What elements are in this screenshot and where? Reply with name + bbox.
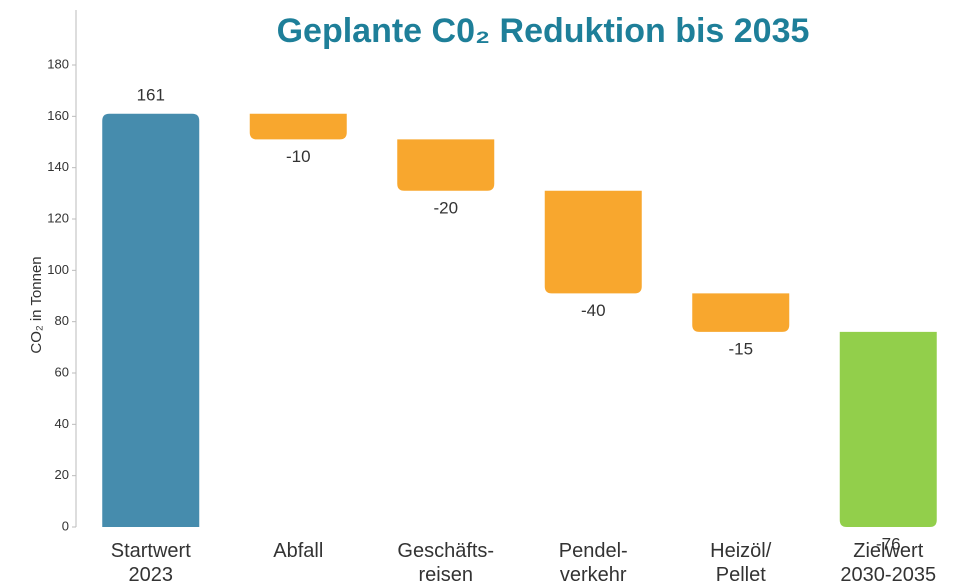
chart-title: Geplante C0₂ Reduktion bis 2035: [277, 12, 810, 50]
y-tick-label: 80: [55, 313, 69, 328]
x-tick-line: 2030-2035: [840, 564, 936, 586]
x-tick-line: verkehr: [560, 564, 627, 586]
x-tick-line: Pendel-: [559, 540, 628, 562]
x-tick-label: Pendel-verkehr: [559, 540, 628, 586]
x-tick-label: Startwert 2023: [111, 540, 191, 586]
bar: [692, 293, 790, 332]
x-tick-line: Abfall: [273, 540, 323, 562]
value-label: -76: [876, 534, 901, 553]
x-tick-line: Heizöl/: [710, 540, 772, 562]
x-tick-line: 2023: [129, 564, 174, 586]
x-tick-line: Pellet: [716, 564, 766, 586]
y-tick-label: 60: [55, 364, 69, 379]
bar: [544, 190, 642, 294]
value-label: -40: [581, 301, 606, 320]
y-tick-label: 160: [47, 108, 69, 123]
value-label: -20: [433, 198, 458, 217]
bar: [249, 113, 347, 140]
x-tick-line: Geschäfts-: [397, 540, 494, 562]
x-tick-line: Zielwert: [853, 540, 923, 562]
x-tick-line: reisen: [419, 564, 473, 586]
value-label: 161: [137, 85, 165, 104]
y-tick-label: 140: [47, 159, 69, 174]
x-tick-label: Zielwert 2030-2035: [840, 540, 936, 586]
y-tick-label: 40: [55, 416, 69, 431]
y-tick-label: 120: [47, 210, 69, 225]
y-axis-label: CO₂ in Tonnen: [28, 256, 45, 353]
x-tick-label: Abfall: [273, 540, 323, 562]
x-tick-label: Heizöl/Pellet: [710, 540, 772, 586]
x-tick-line: Startwert: [111, 540, 191, 562]
y-tick-label: 0: [62, 518, 69, 533]
bar: [839, 331, 937, 527]
bar: [397, 139, 495, 191]
bar: [102, 113, 200, 528]
y-tick-label: 100: [47, 262, 69, 277]
y-tick-label: 180: [47, 56, 69, 71]
y-tick-label: 20: [55, 467, 69, 482]
value-label: -10: [286, 147, 311, 166]
value-label: -15: [728, 339, 753, 358]
x-tick-label: Geschäfts-reisen: [397, 540, 494, 586]
